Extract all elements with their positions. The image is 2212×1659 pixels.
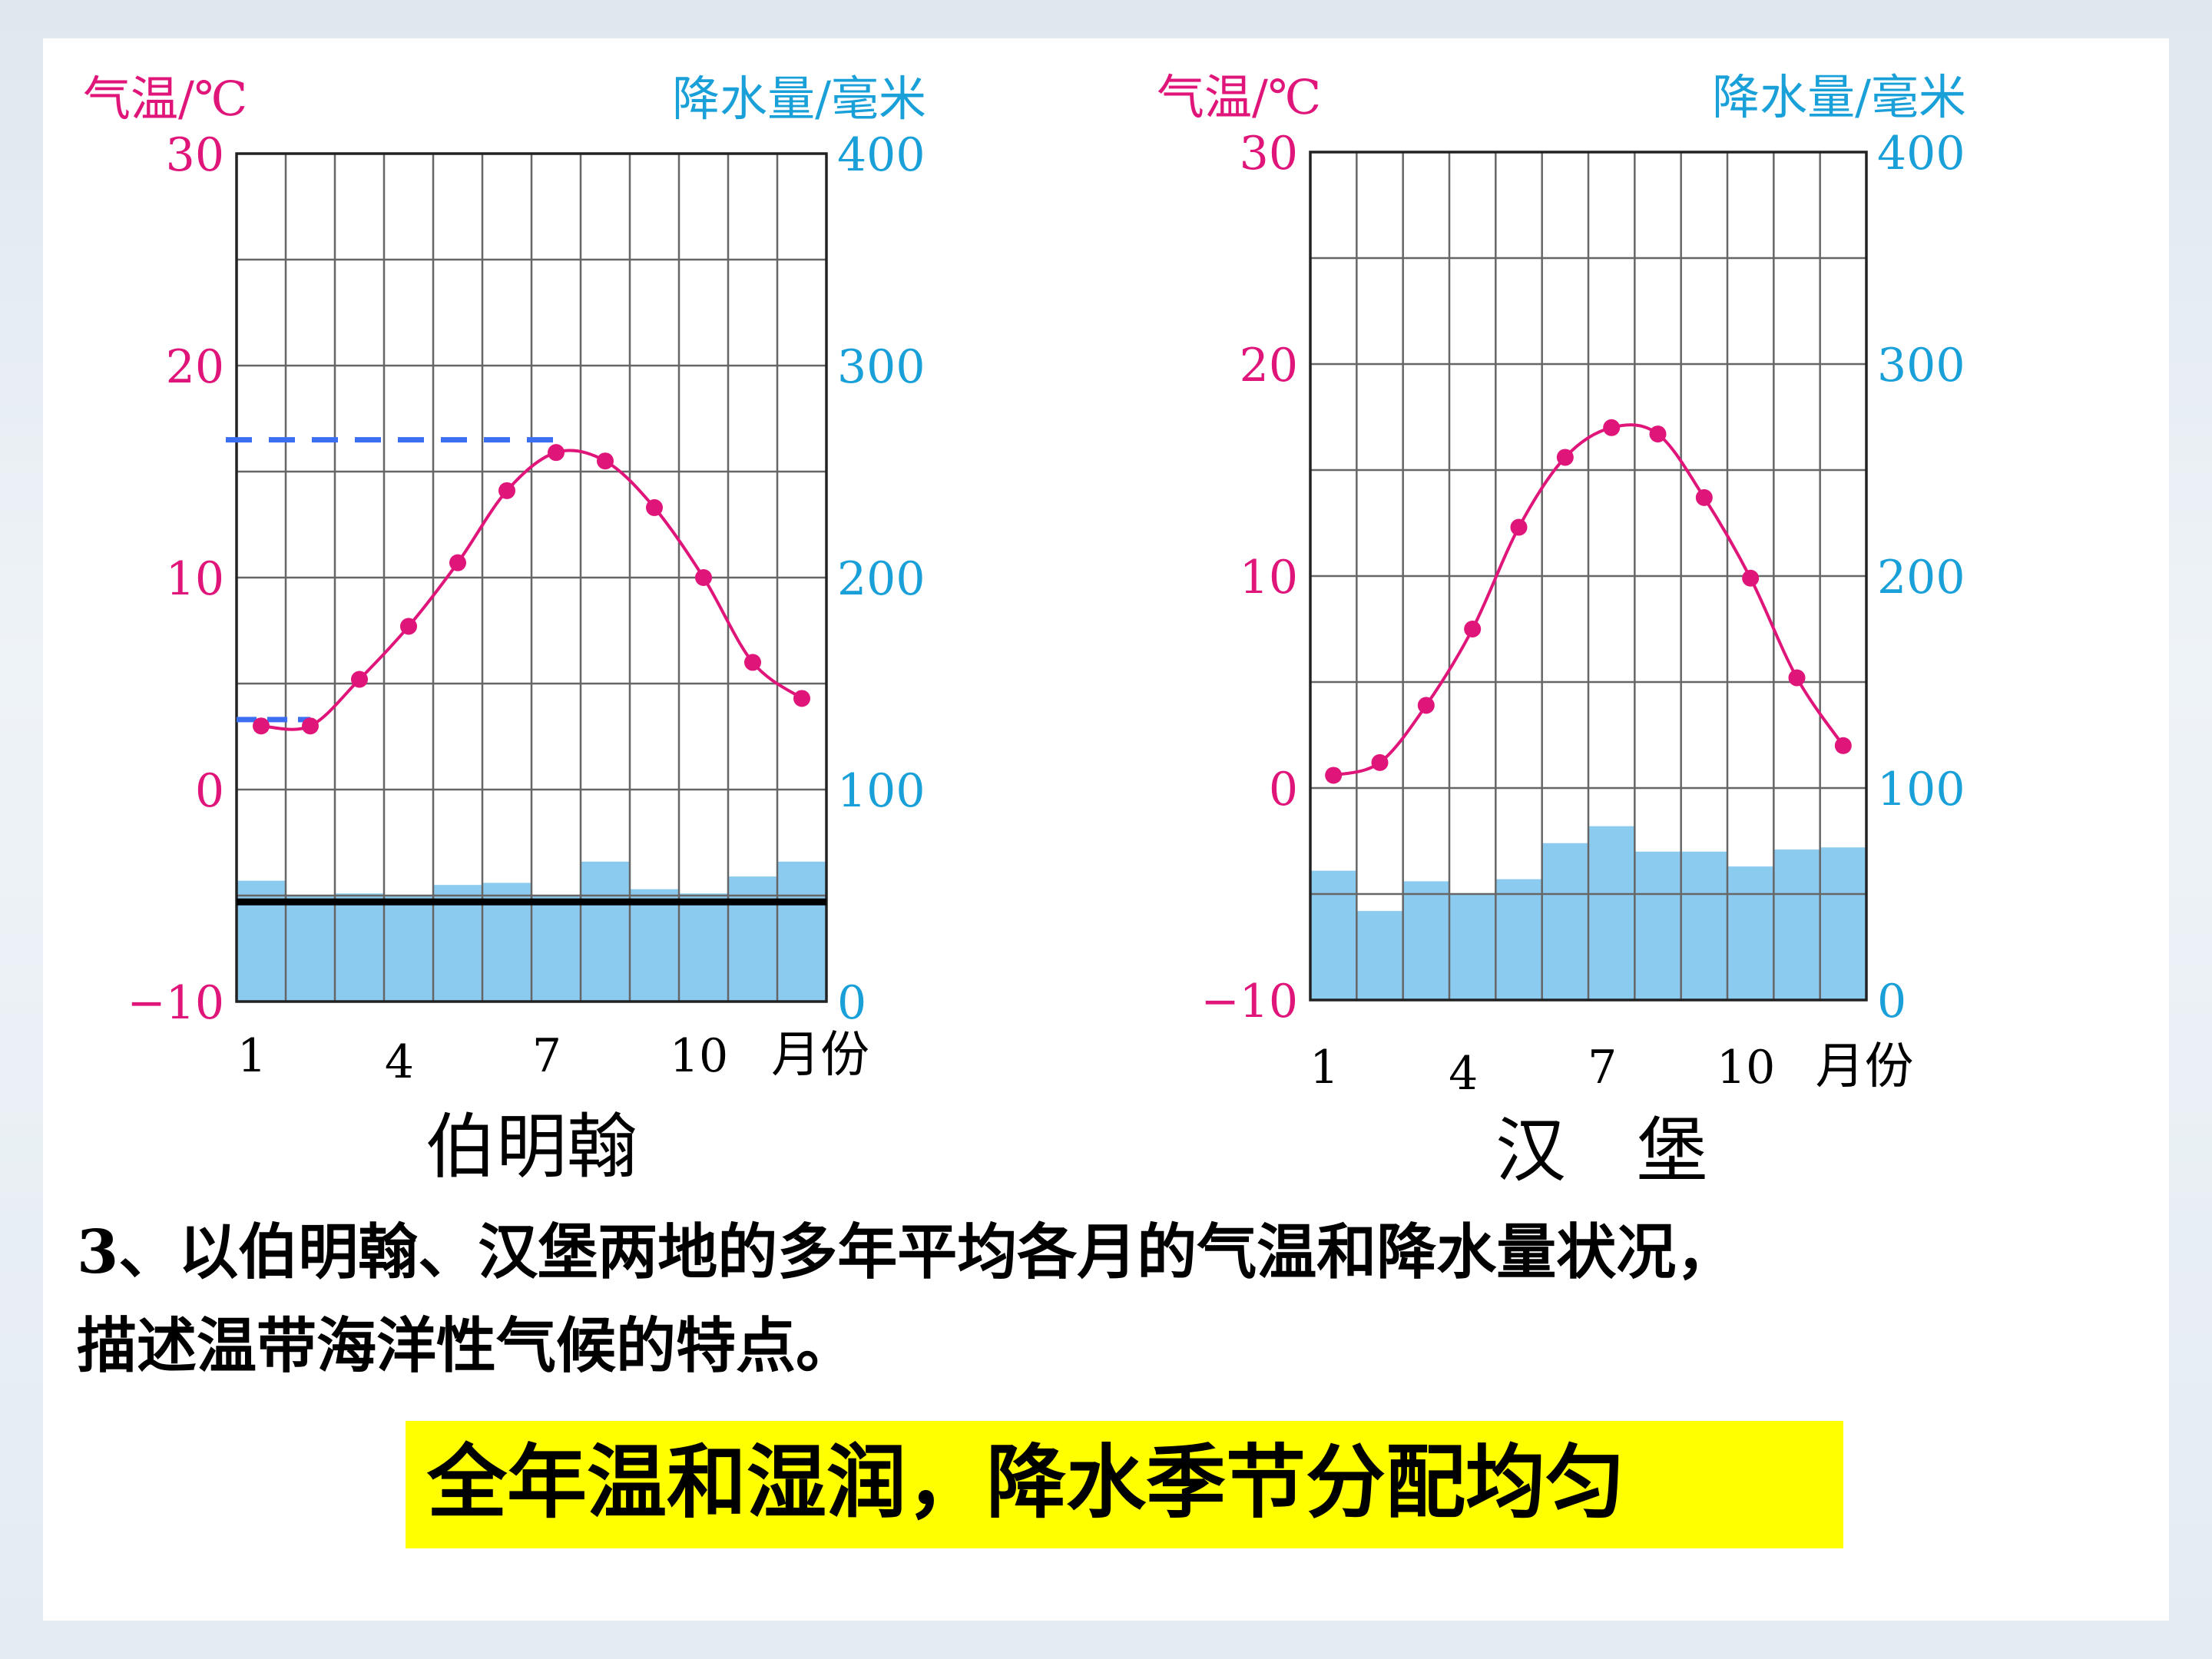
temperature-point (1325, 767, 1343, 784)
month-tick-label: 7 (1588, 1041, 1617, 1094)
temperature-point (498, 482, 515, 499)
temperature-point (449, 554, 466, 571)
temperature-point (302, 717, 319, 735)
precipitation-axis-title: 降水量/毫米 (1712, 69, 1966, 125)
temperature-point (400, 618, 417, 635)
precipitation-bar (286, 896, 335, 1002)
temperature-axis-title: 气温/℃ (83, 71, 247, 127)
temperature-tick-label: 10 (166, 552, 224, 606)
question-line-1: 3、以伯明翰、汉堡两地的多年平均各月的气温和降水量状况， (77, 1217, 1737, 1287)
temperature-point (1371, 753, 1389, 771)
temperature-point (646, 498, 663, 516)
month-tick-label: 7 (532, 1029, 561, 1083)
question-text: 3、以伯明翰、汉堡两地的多年平均各月的气温和降水量状况， 描述温带海洋性气候的特… (77, 1206, 2151, 1393)
month-tick-label: 1 (237, 1029, 267, 1083)
precipitation-bar (1681, 851, 1727, 1000)
month-tick-label: 4 (1449, 1047, 1478, 1101)
precipitation-bar (1402, 881, 1449, 1000)
precipitation-tick-label: 200 (837, 552, 926, 606)
temperature-axis-title: 气温/℃ (1157, 69, 1321, 125)
precipitation-tick-label: 0 (1877, 975, 1906, 1028)
city-title: 伯明翰 (426, 1106, 637, 1188)
temperature-point (253, 717, 270, 735)
temperature-point (351, 671, 368, 688)
precipitation-bar (335, 893, 384, 1002)
precipitation-bar (384, 896, 433, 1002)
temperature-point (1510, 518, 1528, 536)
temperature-point (1556, 449, 1574, 466)
temperature-tick-label: 0 (1269, 763, 1298, 816)
temperature-point (744, 654, 761, 671)
precipitation-tick-label: 100 (837, 764, 926, 818)
temperature-tick-label: 20 (166, 340, 224, 394)
temperature-point (793, 690, 810, 707)
precipitation-bar (1449, 894, 1496, 1000)
temperature-tick-label: 10 (1240, 551, 1298, 604)
precipitation-bar (1541, 843, 1588, 1000)
slide-panel (43, 38, 2169, 1621)
precipitation-tick-label: 200 (1877, 551, 1965, 604)
precipitation-bar (1634, 851, 1681, 1000)
precipitation-tick-label: 100 (1877, 763, 1965, 816)
temperature-tick-label: 30 (166, 128, 224, 182)
precipitation-tick-label: 0 (837, 976, 866, 1030)
answer-text: 全年温和湿润，降水季节分配均匀 (427, 1435, 1626, 1529)
temperature-point (1603, 419, 1621, 436)
month-axis-unit: 月份 (771, 1027, 869, 1084)
temperature-point (1649, 426, 1667, 443)
temperature-point (1834, 737, 1852, 754)
precipitation-bar (531, 896, 581, 1002)
temperature-tick-label: −10 (1200, 975, 1298, 1028)
precipitation-tick-label: 400 (837, 128, 926, 182)
precipitation-bar (777, 861, 826, 1002)
question-line-2: 描述温带海洋性气候的特点。 (77, 1311, 856, 1381)
month-tick-label: 4 (385, 1035, 414, 1089)
precipitation-bar (581, 861, 630, 1002)
temperature-point (597, 452, 614, 470)
precipitation-tick-label: 300 (837, 340, 926, 394)
temperature-point (1742, 569, 1760, 587)
precipitation-bar (1310, 870, 1357, 1000)
precipitation-bar (1356, 911, 1403, 1000)
temperature-point (1695, 488, 1713, 506)
precipitation-tick-label: 300 (1877, 339, 1965, 392)
precipitation-bar (679, 893, 728, 1002)
temperature-point (548, 444, 565, 462)
precipitation-bar (1820, 847, 1866, 1000)
precipitation-bar (1588, 826, 1635, 1000)
precipitation-bar (1773, 849, 1820, 1000)
plot-frame (235, 152, 828, 1003)
temperature-tick-label: −10 (127, 976, 224, 1030)
temperature-tick-label: 30 (1240, 127, 1298, 180)
month-tick-label: 1 (1310, 1041, 1339, 1094)
precipitation-bar (1727, 866, 1774, 1000)
precipitation-axis-title: 降水量/毫米 (672, 71, 926, 127)
city-title: 汉 堡 (1495, 1110, 1707, 1192)
temperature-point (1464, 621, 1482, 637)
month-axis-unit: 月份 (1816, 1038, 1914, 1095)
temperature-point (1788, 669, 1806, 687)
month-tick-label: 10 (670, 1029, 728, 1083)
temperature-tick-label: 0 (195, 764, 224, 818)
temperature-tick-label: 20 (1240, 339, 1298, 392)
month-tick-label: 10 (1717, 1041, 1775, 1094)
answer-highlight-box: 全年温和湿润，降水季节分配均匀 (406, 1421, 1843, 1548)
precipitation-bar (728, 876, 777, 1002)
precipitation-bar (630, 889, 679, 1002)
precipitation-tick-label: 400 (1877, 127, 1965, 180)
temperature-point (695, 569, 712, 586)
plot-frame (1309, 151, 1868, 1002)
precipitation-bar (1495, 879, 1542, 1000)
temperature-point (1417, 697, 1435, 714)
